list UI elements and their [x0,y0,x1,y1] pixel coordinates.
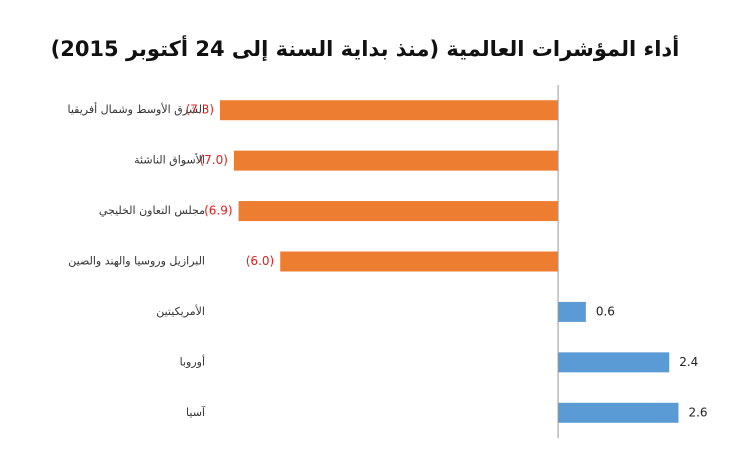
y-tick-label: أوروبا [180,354,205,368]
data-label: (7.0) [199,153,227,167]
data-label: 2.6 [688,405,707,419]
data-label: 2.4 [679,355,698,369]
y-tick-label: آسيا [186,405,206,419]
bar [238,201,559,222]
bar [558,352,670,373]
bar [280,251,559,272]
bar [558,402,679,423]
data-label: (6.0) [246,254,274,268]
y-tick-label: مجلس التعاون الخليجي [99,204,205,217]
chart-title: أداء المؤشرات العالمية (منذ بداية السنة … [51,34,680,61]
y-tick-label: الأمريكيتين [156,304,205,318]
bar [233,150,559,171]
data-label: (6.9) [204,204,232,218]
bar [220,100,559,121]
bar [558,301,586,322]
data-label: (7.3) [186,103,214,117]
data-label: 0.6 [596,304,615,318]
y-tick-label: الأسواق الناشئة [134,153,205,167]
y-tick-label: الشرق الأوسط وشمال أفريقيا [67,102,205,116]
y-tick-label: البرازيل وروسيا والهند والصين [68,255,205,268]
